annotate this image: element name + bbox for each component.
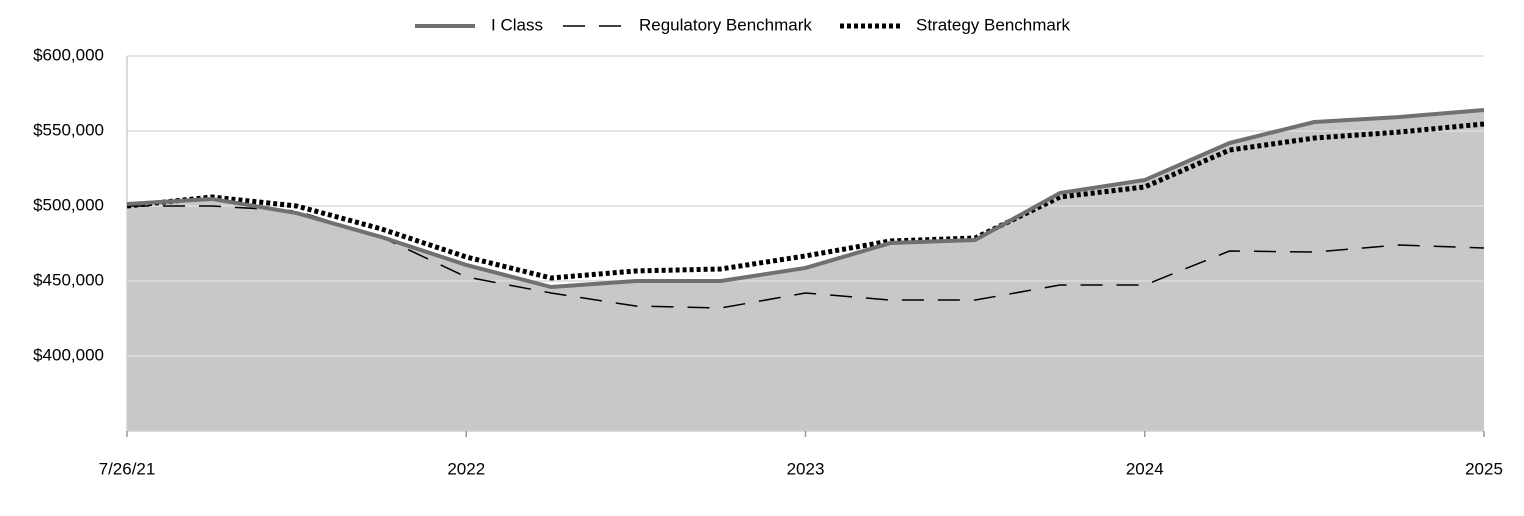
y-tick-label: $450,000 [33, 270, 104, 289]
legend-label: Strategy Benchmark [916, 15, 1071, 34]
y-tick-label: $400,000 [33, 345, 104, 364]
x-tick-label: 7/26/21 [99, 459, 156, 478]
area [127, 110, 1484, 431]
x-tick-label: 2023 [787, 459, 825, 478]
x-tick-label: 2024 [1126, 459, 1164, 478]
legend-label: I Class [491, 15, 543, 34]
y-tick-label: $550,000 [33, 120, 104, 139]
x-tick-label: 2022 [447, 459, 485, 478]
y-tick-label: $500,000 [33, 195, 104, 214]
y-tick-label: $600,000 [33, 45, 104, 64]
legend-label: Regulatory Benchmark [639, 15, 812, 34]
x-tick-label: 2025 [1465, 459, 1503, 478]
line [126, 121, 1485, 281]
line [126, 108, 1485, 289]
